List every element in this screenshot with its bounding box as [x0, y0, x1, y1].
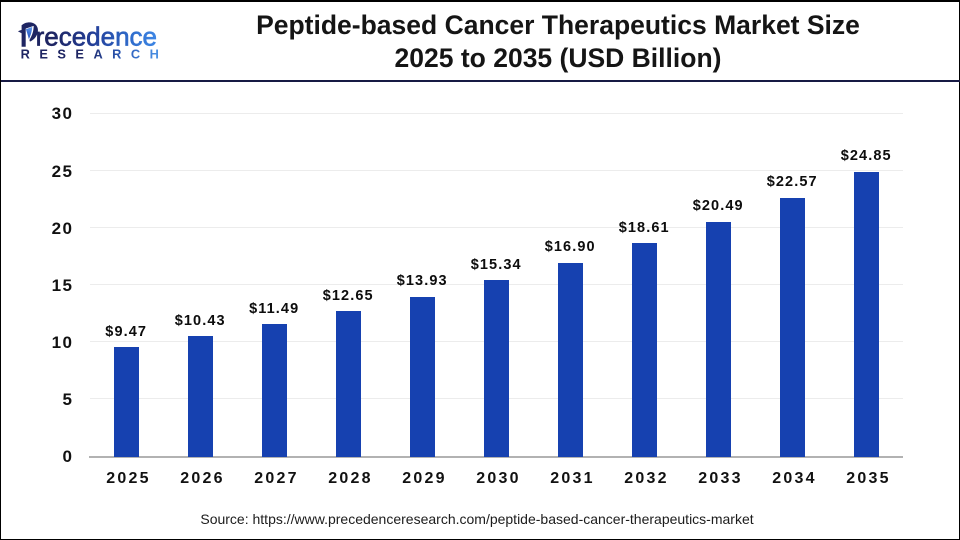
svg-text:recedence: recedence	[36, 22, 157, 52]
svg-text:RESEARCH: RESEARCH	[21, 47, 169, 62]
